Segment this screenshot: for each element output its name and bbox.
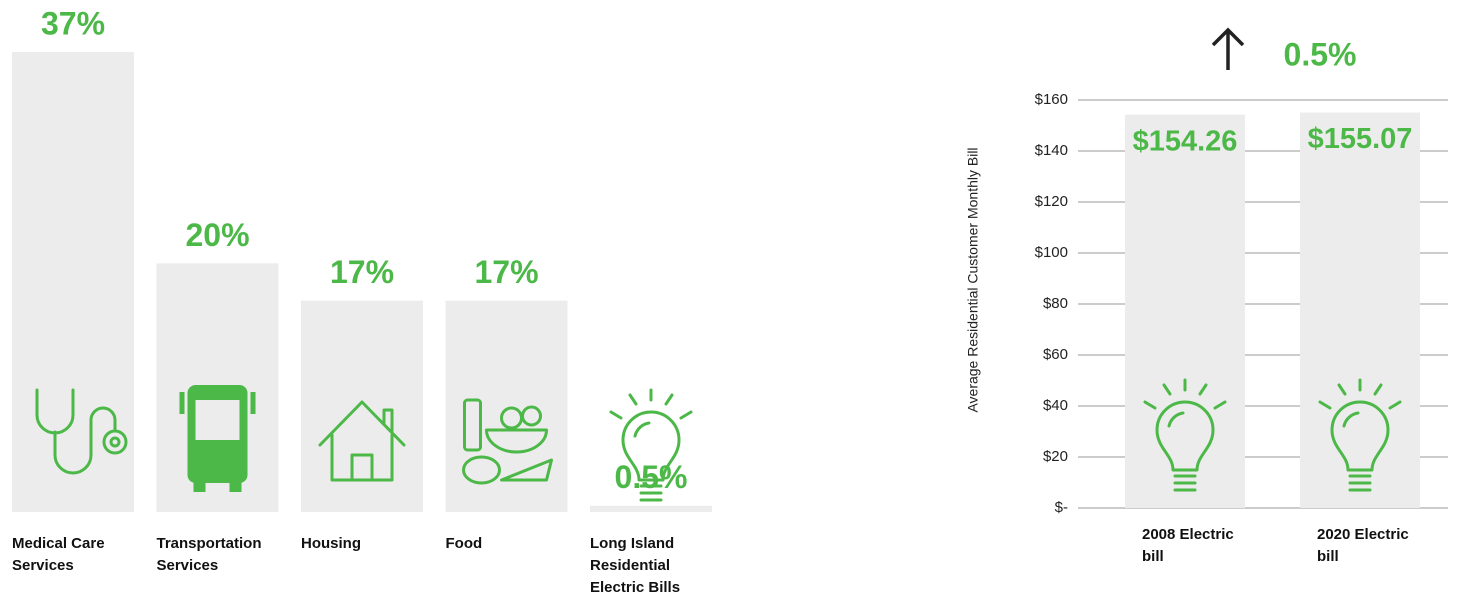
chest (102, 429, 128, 455)
ray (1162, 383, 1172, 396)
bulb-icon (1143, 378, 1227, 492)
bowl (485, 428, 548, 454)
bulb-shine (633, 421, 651, 438)
value-label: 17% (330, 254, 394, 290)
bulb-icon (609, 388, 693, 502)
ray (1337, 383, 1347, 396)
bar (12, 52, 134, 512)
food-icon (462, 398, 553, 485)
ray (1198, 383, 1208, 396)
ray (1318, 400, 1332, 410)
value-label: 37% (41, 5, 105, 41)
y-tick-label: $140 (1035, 142, 1068, 159)
y-tick-label: $20 (1043, 448, 1068, 465)
stethoscope-icon (35, 388, 128, 475)
bottle (463, 398, 482, 452)
arrow-icon (1211, 27, 1245, 70)
y-axis-label: Average Residential Customer Monthly Bil… (965, 147, 981, 412)
ray (1143, 400, 1157, 410)
value-label: 20% (185, 217, 249, 253)
y-tick-label: $60 (1043, 346, 1068, 363)
ray (1373, 383, 1383, 396)
mirror (250, 392, 256, 414)
ray (1213, 400, 1227, 410)
bulb-shine (1342, 411, 1360, 428)
tomato (462, 455, 501, 485)
y-tick-label: $100 (1035, 244, 1068, 261)
walls (330, 433, 394, 482)
value-label: 17% (474, 254, 538, 290)
ray (664, 393, 674, 406)
house-icon (318, 400, 406, 482)
bar (590, 505, 712, 512)
value-label: $154.26 (1133, 125, 1238, 157)
value-label: $155.07 (1308, 123, 1413, 155)
chest-in (109, 436, 121, 448)
y-tick-label: $80 (1043, 295, 1068, 312)
ray (609, 410, 623, 420)
value-label: 0.5% (615, 459, 688, 495)
annotation: 0.5% (1284, 36, 1357, 72)
y-tick-label: $120 (1035, 193, 1068, 210)
x-tick-label: Transportation Services (156, 535, 262, 574)
tube (35, 388, 117, 475)
ray (679, 410, 693, 420)
carrot (500, 458, 553, 482)
bar (1125, 114, 1245, 509)
x-tick-label: Long Island Residential Electric Bills (590, 535, 681, 596)
bus-window (195, 400, 240, 440)
wheel (229, 482, 242, 492)
bus-icon (179, 385, 256, 492)
mirror (179, 392, 185, 414)
y-tick-label: $40 (1043, 397, 1068, 414)
ray (628, 393, 638, 406)
x-tick-label: Housing (301, 535, 361, 552)
bulb-glass (1330, 400, 1390, 472)
roof (318, 400, 406, 447)
ray (1388, 400, 1402, 410)
x-tick-label: Food (445, 535, 483, 552)
wheel (193, 482, 206, 492)
bulb-glass (621, 410, 681, 482)
bulb-glass (1155, 400, 1215, 472)
x-tick-label: Medical Care Services (12, 535, 105, 574)
y-tick-label: $160 (1035, 91, 1068, 108)
bar (301, 300, 423, 512)
bulb-shine (1167, 411, 1185, 428)
bar (1300, 112, 1420, 508)
leaf (521, 405, 542, 427)
x-tick-label: 2008 Electric bill (1142, 526, 1234, 565)
y-tick-label: $- (1055, 499, 1068, 516)
x-tick-label: 2020 Electric bill (1317, 526, 1409, 565)
bulb-icon (1318, 378, 1402, 492)
